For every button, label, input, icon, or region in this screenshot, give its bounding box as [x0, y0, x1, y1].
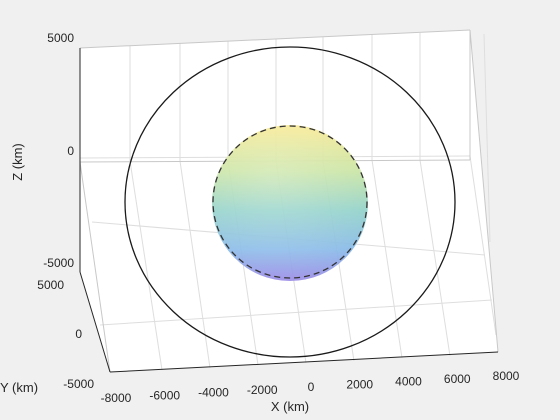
inner-orbit-dashed: [212, 125, 368, 279]
sphere-surface: [212, 125, 368, 281]
y-axis-label: Y (km): [0, 380, 38, 395]
x-axis-line: [109, 351, 499, 373]
tick-label: -6000: [149, 388, 180, 402]
z-tick-labels: -5000 0 5000: [43, 31, 74, 270]
tick-label: -5000: [43, 256, 74, 270]
tick-label: 5000: [47, 31, 74, 45]
tick-label: 8000: [493, 369, 520, 383]
tick-label: 6000: [444, 372, 471, 386]
sphere-highlight: [212, 125, 368, 281]
box-edge: [79, 161, 111, 373]
tick-label: 4000: [395, 375, 422, 389]
tick-label: -8000: [101, 391, 132, 405]
gridline: [483, 33, 491, 243]
gridline: [99, 299, 493, 326]
box-edge: [469, 29, 499, 353]
tick-label: -4000: [198, 386, 229, 400]
tick-label: 0: [75, 327, 82, 341]
box-edge: [79, 29, 471, 49]
y-axis-line: [79, 271, 111, 373]
tick-label: 0: [308, 380, 315, 394]
tick-label: 2000: [346, 377, 373, 391]
gridline: [371, 159, 403, 359]
tick-label: -2000: [247, 383, 278, 397]
tick-label: 5000: [37, 278, 64, 292]
gridline: [179, 160, 211, 369]
gridline: [419, 159, 451, 357]
tick-label: -5000: [63, 377, 94, 391]
outer-orbit: [124, 46, 456, 358]
tick-label: 0: [67, 144, 74, 158]
z-axis-label: Z (km): [10, 143, 25, 181]
gridline: [129, 160, 163, 371]
orbits: [124, 46, 456, 358]
y-tick-labels: -5000 0 5000: [37, 278, 94, 391]
x-tick-labels: -8000 -6000 -4000 -2000 0 2000 4000 6000 8000: [101, 369, 520, 405]
gridline: [469, 155, 497, 336]
x-axis-label: X (km): [271, 399, 309, 414]
